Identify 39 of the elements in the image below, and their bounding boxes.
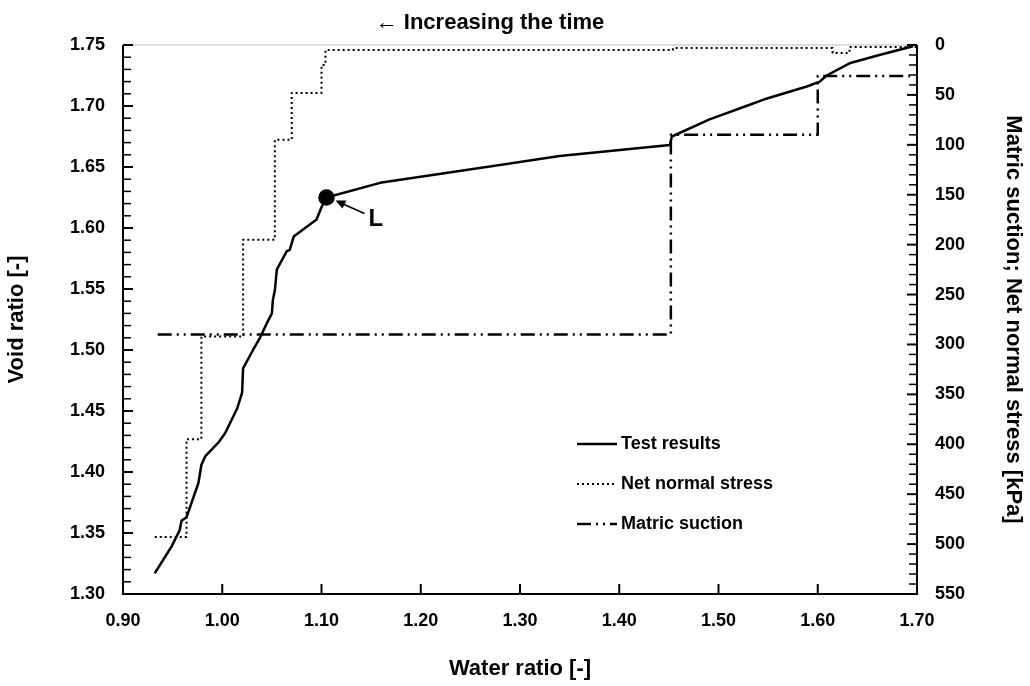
- y2-tick-label: 350: [935, 383, 966, 404]
- y-tick-label: 1.40: [69, 460, 105, 481]
- x-axis-title: Water ratio [-]: [448, 654, 592, 680]
- legend-label: Net normal stress: [621, 472, 774, 493]
- y2-tick-label: 50: [935, 83, 956, 104]
- x-tick-label: 1.30: [502, 609, 538, 630]
- y-tick-label: 1.45: [69, 399, 105, 420]
- y2-tick-label: 450: [935, 483, 966, 504]
- y2-tick-label: 100: [935, 133, 966, 154]
- legend-label: Matric suction: [621, 512, 744, 533]
- y-tick-label: 1.30: [69, 582, 105, 603]
- y2-tick-label: 400: [935, 433, 966, 454]
- x-tick-label: 0.90: [105, 609, 141, 630]
- y-tick-label: 1.65: [69, 155, 105, 176]
- y-tick-label: 1.55: [69, 277, 105, 298]
- y-tick-label: 1.70: [69, 94, 105, 115]
- x-tick-label: 1.70: [899, 609, 935, 630]
- x-tick-label: 1.50: [700, 609, 737, 630]
- x-tick-label: 1.60: [800, 609, 836, 630]
- x-tick-label: 1.20: [403, 609, 439, 630]
- y2-tick-label: 500: [935, 533, 966, 554]
- legend-label: Test results: [621, 432, 721, 453]
- y2-tick-label: 150: [935, 183, 966, 204]
- y-tick-label: 1.50: [69, 338, 105, 359]
- y2-tick-label: 200: [935, 233, 966, 254]
- y-axis-title: Void ratio [-]: [3, 255, 29, 384]
- y-tick-label: 1.35: [69, 521, 105, 542]
- y-tick-label: 1.75: [69, 33, 105, 54]
- y2-tick-label: 250: [935, 283, 966, 304]
- y2-axis-title: Matric suction; Net normal stress [kPa]: [1001, 115, 1027, 524]
- text: ← Increasing the time: [375, 8, 605, 34]
- x-tick-label: 1.40: [601, 609, 637, 630]
- annotation: L: [368, 204, 384, 232]
- x-tick-label: 1.00: [204, 609, 240, 630]
- y2-tick-label: 550: [935, 582, 966, 603]
- y-tick-label: 1.60: [69, 216, 105, 237]
- y2-tick-label: 0: [935, 33, 946, 54]
- x-tick-label: 1.10: [303, 609, 340, 630]
- y2-tick-label: 300: [935, 333, 966, 354]
